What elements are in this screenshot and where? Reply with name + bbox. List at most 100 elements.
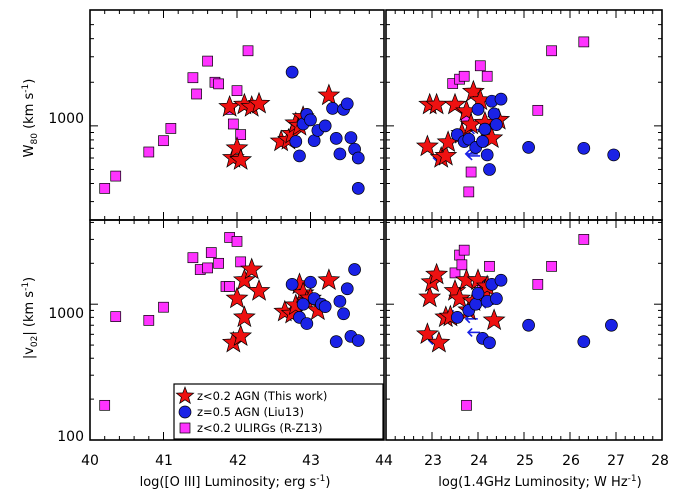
liu13-point: [351, 151, 365, 165]
x-tick-label: 42: [229, 453, 247, 469]
ulirg-point: [532, 104, 544, 116]
liu13-point: [337, 307, 350, 321]
ulirg-point: [213, 257, 224, 269]
legend-label-liu: z=0.5 AGN (Liu13): [197, 405, 304, 419]
liu13-point: [300, 317, 314, 330]
upper-limit-arrowhead: [466, 151, 473, 161]
liu13-point: [494, 92, 508, 106]
agn-star-point: [317, 83, 341, 106]
liu13-point: [333, 147, 347, 161]
liu13-point: [304, 275, 317, 289]
x-tick-label: 25: [516, 453, 534, 469]
liu13-point: [318, 300, 332, 313]
liu13-point: [605, 318, 618, 332]
liu13-point: [329, 335, 343, 348]
ulirg-point: [224, 281, 235, 292]
ulirg-point: [456, 259, 468, 271]
agn-star-point: [415, 322, 439, 345]
liu13-point: [304, 113, 317, 127]
liu13-point: [333, 294, 347, 308]
liu13-point: [490, 292, 503, 305]
panel-frame-top-left: [89, 9, 385, 221]
ulirg-point: [227, 118, 239, 130]
y-tick-label: 1000: [48, 111, 84, 127]
liu13-point: [285, 278, 299, 291]
ulirg-point: [465, 166, 477, 178]
liu13-point: [487, 107, 501, 121]
agn-star-point: [247, 279, 271, 301]
agn-star-point: [443, 92, 467, 115]
x-tick-label: 41: [155, 453, 173, 469]
x-tick-label: 43: [302, 453, 320, 469]
liu13-point: [607, 148, 621, 162]
liu13-point: [450, 311, 464, 324]
ulirg-point: [213, 78, 224, 90]
legend-square-marker: [179, 422, 191, 434]
ulirg-point: [235, 129, 247, 140]
liu13-point: [478, 122, 492, 136]
liu13-point: [293, 149, 306, 163]
liu13-point: [480, 148, 494, 162]
ulirg-point: [205, 247, 217, 258]
legend-box: [173, 383, 384, 440]
ulirg-point: [578, 36, 590, 48]
liu13-point: [318, 119, 332, 133]
panel-frames: [89, 9, 663, 441]
agn-star-point: [418, 285, 442, 308]
ulirg-point: [187, 72, 199, 84]
agn-star-point: [240, 257, 264, 280]
legend-star-marker: [175, 385, 195, 405]
liu13-point: [522, 318, 535, 332]
ulirg-point: [474, 60, 486, 72]
ulirg-point: [242, 45, 254, 57]
agn-star-point: [232, 305, 256, 328]
liu13-point: [494, 273, 508, 287]
liu13-point: [483, 336, 496, 350]
agn-star-point: [225, 286, 249, 309]
x-tick-label: 44: [375, 453, 393, 469]
x-axis-title-radio: log(1.4GHz Luminosity; W Hz-1): [438, 474, 641, 490]
agn-star-point: [229, 324, 253, 347]
agn-star-point: [317, 268, 341, 291]
liu13-point: [469, 297, 483, 311]
ulirg-point: [458, 70, 470, 82]
panel-frame-top-right: [385, 9, 663, 221]
legend-label-ulirg: z<0.2 ULIRGs (R-Z13): [197, 421, 323, 435]
ulirg-point: [191, 88, 202, 100]
liu13-point: [577, 335, 591, 348]
x-tick-label: 26: [562, 453, 580, 469]
liu13-point: [340, 97, 354, 111]
ulirg-point: [202, 262, 213, 274]
x-tick-label: 28: [651, 453, 669, 469]
legend-label-agn: z<0.2 AGN (This work): [197, 389, 327, 403]
liu13-point: [471, 103, 485, 116]
x-tick-label: 40: [81, 453, 99, 469]
agn-star-point: [461, 79, 485, 102]
agn-star-point: [229, 148, 253, 170]
agn-star-point: [247, 91, 271, 114]
agn-star-point: [448, 286, 472, 309]
liu13-point: [348, 263, 361, 276]
ulirg-point: [99, 399, 111, 411]
agn-star-point: [466, 268, 490, 291]
liu13-point: [522, 141, 535, 154]
ulirg-point: [532, 279, 544, 290]
ulirg-point: [235, 256, 247, 268]
ulirg-point: [158, 301, 169, 313]
ulirg-point: [165, 123, 177, 134]
agn-star-point: [425, 262, 449, 285]
y-tick-label: 100: [57, 429, 84, 445]
ulirg-point: [110, 311, 122, 322]
agn-star-point: [232, 268, 256, 291]
liu13-point: [326, 102, 339, 115]
ulirg-point: [110, 170, 122, 182]
liu13-point: [462, 132, 476, 146]
liu13-point: [476, 135, 489, 148]
x-axis-title-oiii: log([O III] Luminosity; erg s-1): [140, 474, 331, 490]
x-tick-label: 24: [470, 453, 488, 469]
x-tick-label: 27: [607, 453, 625, 469]
liu13-point: [471, 287, 485, 300]
ulirg-point: [481, 70, 493, 82]
agn-star-point: [427, 330, 451, 353]
